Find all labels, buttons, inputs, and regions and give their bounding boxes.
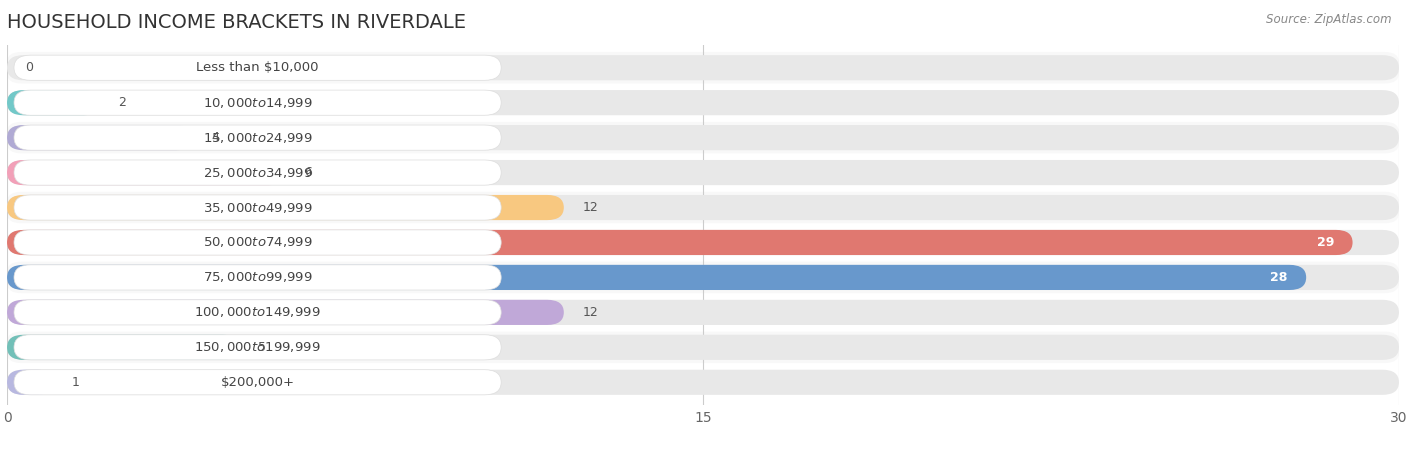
FancyBboxPatch shape: [7, 87, 1399, 118]
Text: 1: 1: [72, 376, 80, 389]
Text: Less than $10,000: Less than $10,000: [197, 61, 319, 74]
Text: $100,000 to $149,999: $100,000 to $149,999: [194, 306, 321, 320]
Text: 5: 5: [257, 341, 266, 354]
FancyBboxPatch shape: [7, 90, 100, 115]
FancyBboxPatch shape: [14, 55, 501, 80]
Text: $50,000 to $74,999: $50,000 to $74,999: [202, 235, 312, 249]
FancyBboxPatch shape: [7, 370, 1399, 395]
FancyBboxPatch shape: [14, 125, 501, 150]
Text: $35,000 to $49,999: $35,000 to $49,999: [202, 201, 312, 215]
FancyBboxPatch shape: [14, 300, 501, 325]
FancyBboxPatch shape: [7, 332, 1399, 363]
FancyBboxPatch shape: [7, 195, 564, 220]
Text: 12: 12: [582, 201, 598, 214]
FancyBboxPatch shape: [14, 195, 501, 220]
Text: 29: 29: [1316, 236, 1334, 249]
Text: 0: 0: [25, 61, 34, 74]
FancyBboxPatch shape: [14, 265, 501, 290]
FancyBboxPatch shape: [7, 300, 1399, 325]
FancyBboxPatch shape: [14, 335, 501, 360]
FancyBboxPatch shape: [7, 230, 1353, 255]
FancyBboxPatch shape: [7, 157, 1399, 188]
FancyBboxPatch shape: [7, 192, 1399, 223]
Text: $10,000 to $14,999: $10,000 to $14,999: [202, 96, 312, 110]
FancyBboxPatch shape: [7, 335, 239, 360]
FancyBboxPatch shape: [7, 52, 1399, 83]
Text: Source: ZipAtlas.com: Source: ZipAtlas.com: [1267, 14, 1392, 27]
Text: $150,000 to $199,999: $150,000 to $199,999: [194, 340, 321, 354]
Text: $75,000 to $99,999: $75,000 to $99,999: [202, 270, 312, 284]
FancyBboxPatch shape: [7, 265, 1306, 290]
FancyBboxPatch shape: [7, 370, 53, 395]
FancyBboxPatch shape: [14, 160, 501, 185]
Text: $25,000 to $34,999: $25,000 to $34,999: [202, 166, 312, 180]
FancyBboxPatch shape: [7, 335, 1399, 360]
Text: 28: 28: [1270, 271, 1288, 284]
FancyBboxPatch shape: [7, 230, 1399, 255]
FancyBboxPatch shape: [7, 367, 1399, 398]
FancyBboxPatch shape: [7, 122, 1399, 153]
FancyBboxPatch shape: [7, 297, 1399, 328]
FancyBboxPatch shape: [7, 55, 1399, 80]
FancyBboxPatch shape: [7, 125, 1399, 150]
FancyBboxPatch shape: [7, 227, 1399, 258]
FancyBboxPatch shape: [7, 300, 564, 325]
Text: $15,000 to $24,999: $15,000 to $24,999: [202, 130, 312, 144]
Text: HOUSEHOLD INCOME BRACKETS IN RIVERDALE: HOUSEHOLD INCOME BRACKETS IN RIVERDALE: [7, 14, 465, 32]
FancyBboxPatch shape: [7, 262, 1399, 293]
FancyBboxPatch shape: [7, 160, 285, 185]
FancyBboxPatch shape: [7, 265, 1399, 290]
FancyBboxPatch shape: [14, 370, 501, 395]
Text: $200,000+: $200,000+: [221, 376, 295, 389]
Text: 12: 12: [582, 306, 598, 319]
Text: 2: 2: [118, 96, 127, 109]
Text: 4: 4: [211, 131, 219, 144]
FancyBboxPatch shape: [7, 160, 1399, 185]
FancyBboxPatch shape: [14, 90, 501, 115]
FancyBboxPatch shape: [7, 90, 1399, 115]
FancyBboxPatch shape: [7, 195, 1399, 220]
FancyBboxPatch shape: [14, 230, 501, 255]
Text: 6: 6: [304, 166, 312, 179]
FancyBboxPatch shape: [7, 125, 193, 150]
